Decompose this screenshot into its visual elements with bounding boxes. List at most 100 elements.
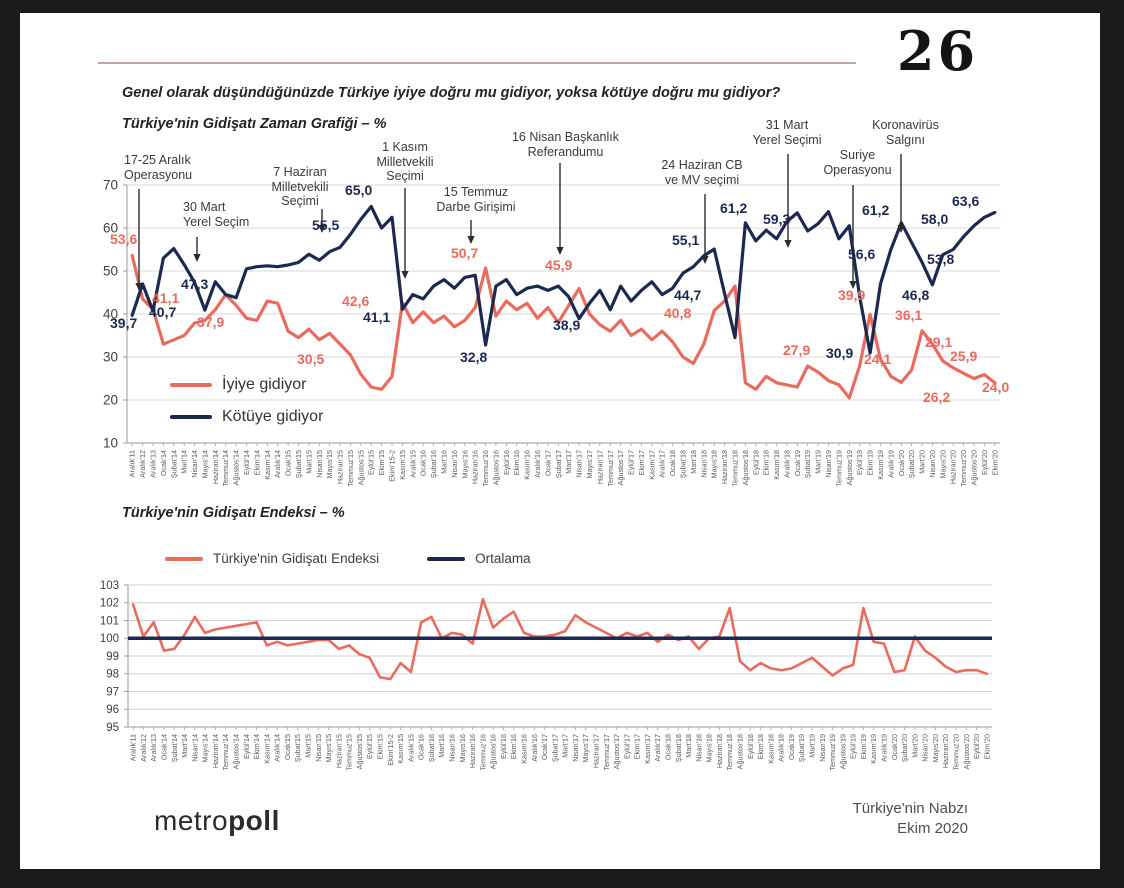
x-tick-label: Ekim'16 (512, 450, 521, 475)
annotation-line: Darbe Girişimi (436, 199, 516, 214)
x-tick-label: Temmuz'14 (221, 450, 230, 487)
x-tick-label: Aralık'15 (406, 734, 415, 762)
series-line (130, 204, 997, 355)
x-tick-label: Mayıs'14 (200, 450, 209, 479)
y-tick-label: 20 (103, 393, 118, 408)
x-tick-label: Ocak'15 (284, 450, 293, 476)
x-tick-label: Mart'16 (439, 450, 448, 474)
x-tick-label: Eylül'18 (746, 734, 755, 759)
x-tick-label: Aralık'13 (148, 450, 157, 478)
x-tick-label: Mayıs'15 (324, 734, 333, 763)
x-tick-label: Ağustos'16 (491, 450, 500, 485)
data-point-label: 55,5 (312, 217, 340, 233)
y-tick-label: 101 (100, 615, 119, 627)
x-tick-label: Şubat'14 (169, 450, 178, 478)
x-tick-label: Temmuz'20 (952, 734, 961, 771)
legend-item-endeks: Türkiye'nin Gidişatı Endeksi (165, 551, 379, 566)
x-tick-label: Mayıs'20 (938, 450, 947, 479)
kotuye-line-swatch (170, 415, 212, 419)
annotation-line: Seçimi (281, 194, 319, 208)
x-tick-label: Aralık'16 (530, 734, 539, 762)
x-tick-label: Ekim'20 (982, 734, 991, 759)
data-point-label: 42,6 (342, 293, 370, 309)
event-annotation: 30 Mart Yerel Seçim (183, 200, 283, 229)
annotation-line: Yerel Seçim (183, 214, 250, 229)
event-annotation: 31 Mart Yerel Seçimi (742, 118, 832, 147)
legend-label-endeks: Türkiye'nin Gidişatı Endeksi (213, 551, 380, 566)
survey-question: Genel olarak düşündüğünüzde Türkiye iyiy… (122, 85, 781, 101)
x-tick-label: Ağustos'16 (489, 734, 498, 769)
annotation-line: Milletvekili (271, 179, 329, 194)
x-tick-label: Mayıs'18 (705, 734, 714, 763)
metropoll-logo: metropoll (154, 805, 280, 837)
annotation-line: Operasyonu (124, 167, 193, 182)
x-tick-label: Mart'20 (918, 450, 927, 474)
annotation-arrowhead (467, 236, 475, 244)
x-tick-label: Eylül'19 (855, 450, 864, 475)
timeline-legend: İyiye gidiyor Kötüye gidiyor (170, 376, 323, 426)
data-point-label: 53,8 (927, 251, 955, 267)
x-tick-label: Temmuz'19 (828, 734, 837, 771)
x-tick-label: Mayıs'14 (201, 734, 210, 763)
x-tick-label: Ocak'20 (890, 734, 899, 760)
annotation-line: 15 Temmuz (443, 185, 509, 199)
x-tick-label: Kasım'14 (262, 734, 271, 764)
x-tick-label: Ekim'15-2 (386, 734, 395, 766)
x-tick-label: Nisan'19 (824, 450, 833, 478)
x-tick-label: Şubat'20 (907, 450, 916, 478)
x-tick-label: Ekim'16 (509, 734, 518, 759)
x-tick-label: Mayıs'15 (325, 450, 334, 479)
x-tick-label: Ağustos'17 (616, 450, 625, 485)
x-tick-label: Aralık'19 (886, 450, 895, 478)
annotation-arrowhead (135, 283, 143, 291)
x-tick-label: Nisan'15 (315, 450, 324, 478)
data-point-label: 26,2 (923, 389, 951, 405)
x-tick-label: Mart'14 (180, 734, 189, 758)
x-tick-label: Şubat'14 (170, 734, 179, 762)
logo-text-poll: poll (228, 805, 280, 836)
y-tick-label: 30 (103, 350, 118, 365)
event-annotation: Suriye Operasyonu (810, 148, 905, 177)
x-tick-label: Ocak'19 (787, 734, 796, 760)
data-point-label: 29,1 (925, 334, 953, 350)
y-tick-label: 50 (103, 264, 118, 279)
x-tick-label: Temmuz'14 (221, 734, 230, 771)
x-tick-label: Kasım'15 (396, 734, 405, 764)
x-tick-label: Temmuz'19 (834, 450, 843, 487)
timeline-chart-title: Türkiye'nin Gidişatı Zaman Grafiği – % (122, 116, 387, 132)
data-point-label: 32,8 (460, 349, 488, 365)
x-tick-label: Şubat'18 (679, 450, 688, 478)
x-tick-label: Nisan'18 (699, 450, 708, 478)
x-tick-label: Kasım'14 (263, 450, 272, 480)
x-tick-label: Haziran'16 (468, 734, 477, 768)
x-tick-label: Nisan'14 (190, 450, 199, 478)
annotation-line: Salgını (886, 132, 925, 147)
x-tick-label: Mart'15 (304, 734, 313, 758)
x-tick-label: Eylül'17 (627, 450, 636, 475)
x-tick-label: Ağustos'14 (232, 734, 241, 769)
x-tick-label: Ağustos'15 (355, 734, 364, 769)
x-tick-label: Kasım'19 (876, 450, 885, 480)
ortalama-line-swatch (427, 556, 466, 561)
y-tick-label: 10 (103, 436, 118, 451)
x-tick-label: Ağustos'18 (736, 734, 745, 769)
data-point-label: 27,9 (783, 342, 811, 358)
x-tick-label: Şubat'18 (674, 734, 683, 762)
annotation-line: 1 Kasım (382, 140, 428, 154)
annotation-line: 16 Nisan Başkanlık (511, 130, 619, 144)
x-tick-label: Aralık'14 (273, 450, 282, 478)
x-tick-label: Mart'16 (437, 734, 446, 758)
endeks-line-swatch (165, 556, 203, 561)
x-tick-label: Ekim'17 (633, 734, 642, 759)
x-tick-label: Ağustos'18 (741, 450, 750, 485)
x-tick-label: Ağustos'15 (356, 450, 365, 485)
annotation-arrowhead (193, 254, 201, 262)
data-point-label: 40,8 (664, 305, 692, 321)
x-tick-label: Aralık'17 (658, 450, 667, 478)
annotation-line: Referandumu (527, 144, 604, 159)
x-tick-label: Mart'19 (808, 734, 817, 758)
x-tick-label: Aralık'19 (880, 734, 889, 762)
data-point-label: 25,9 (950, 348, 978, 364)
x-tick-label: Nisan'17 (575, 450, 584, 478)
